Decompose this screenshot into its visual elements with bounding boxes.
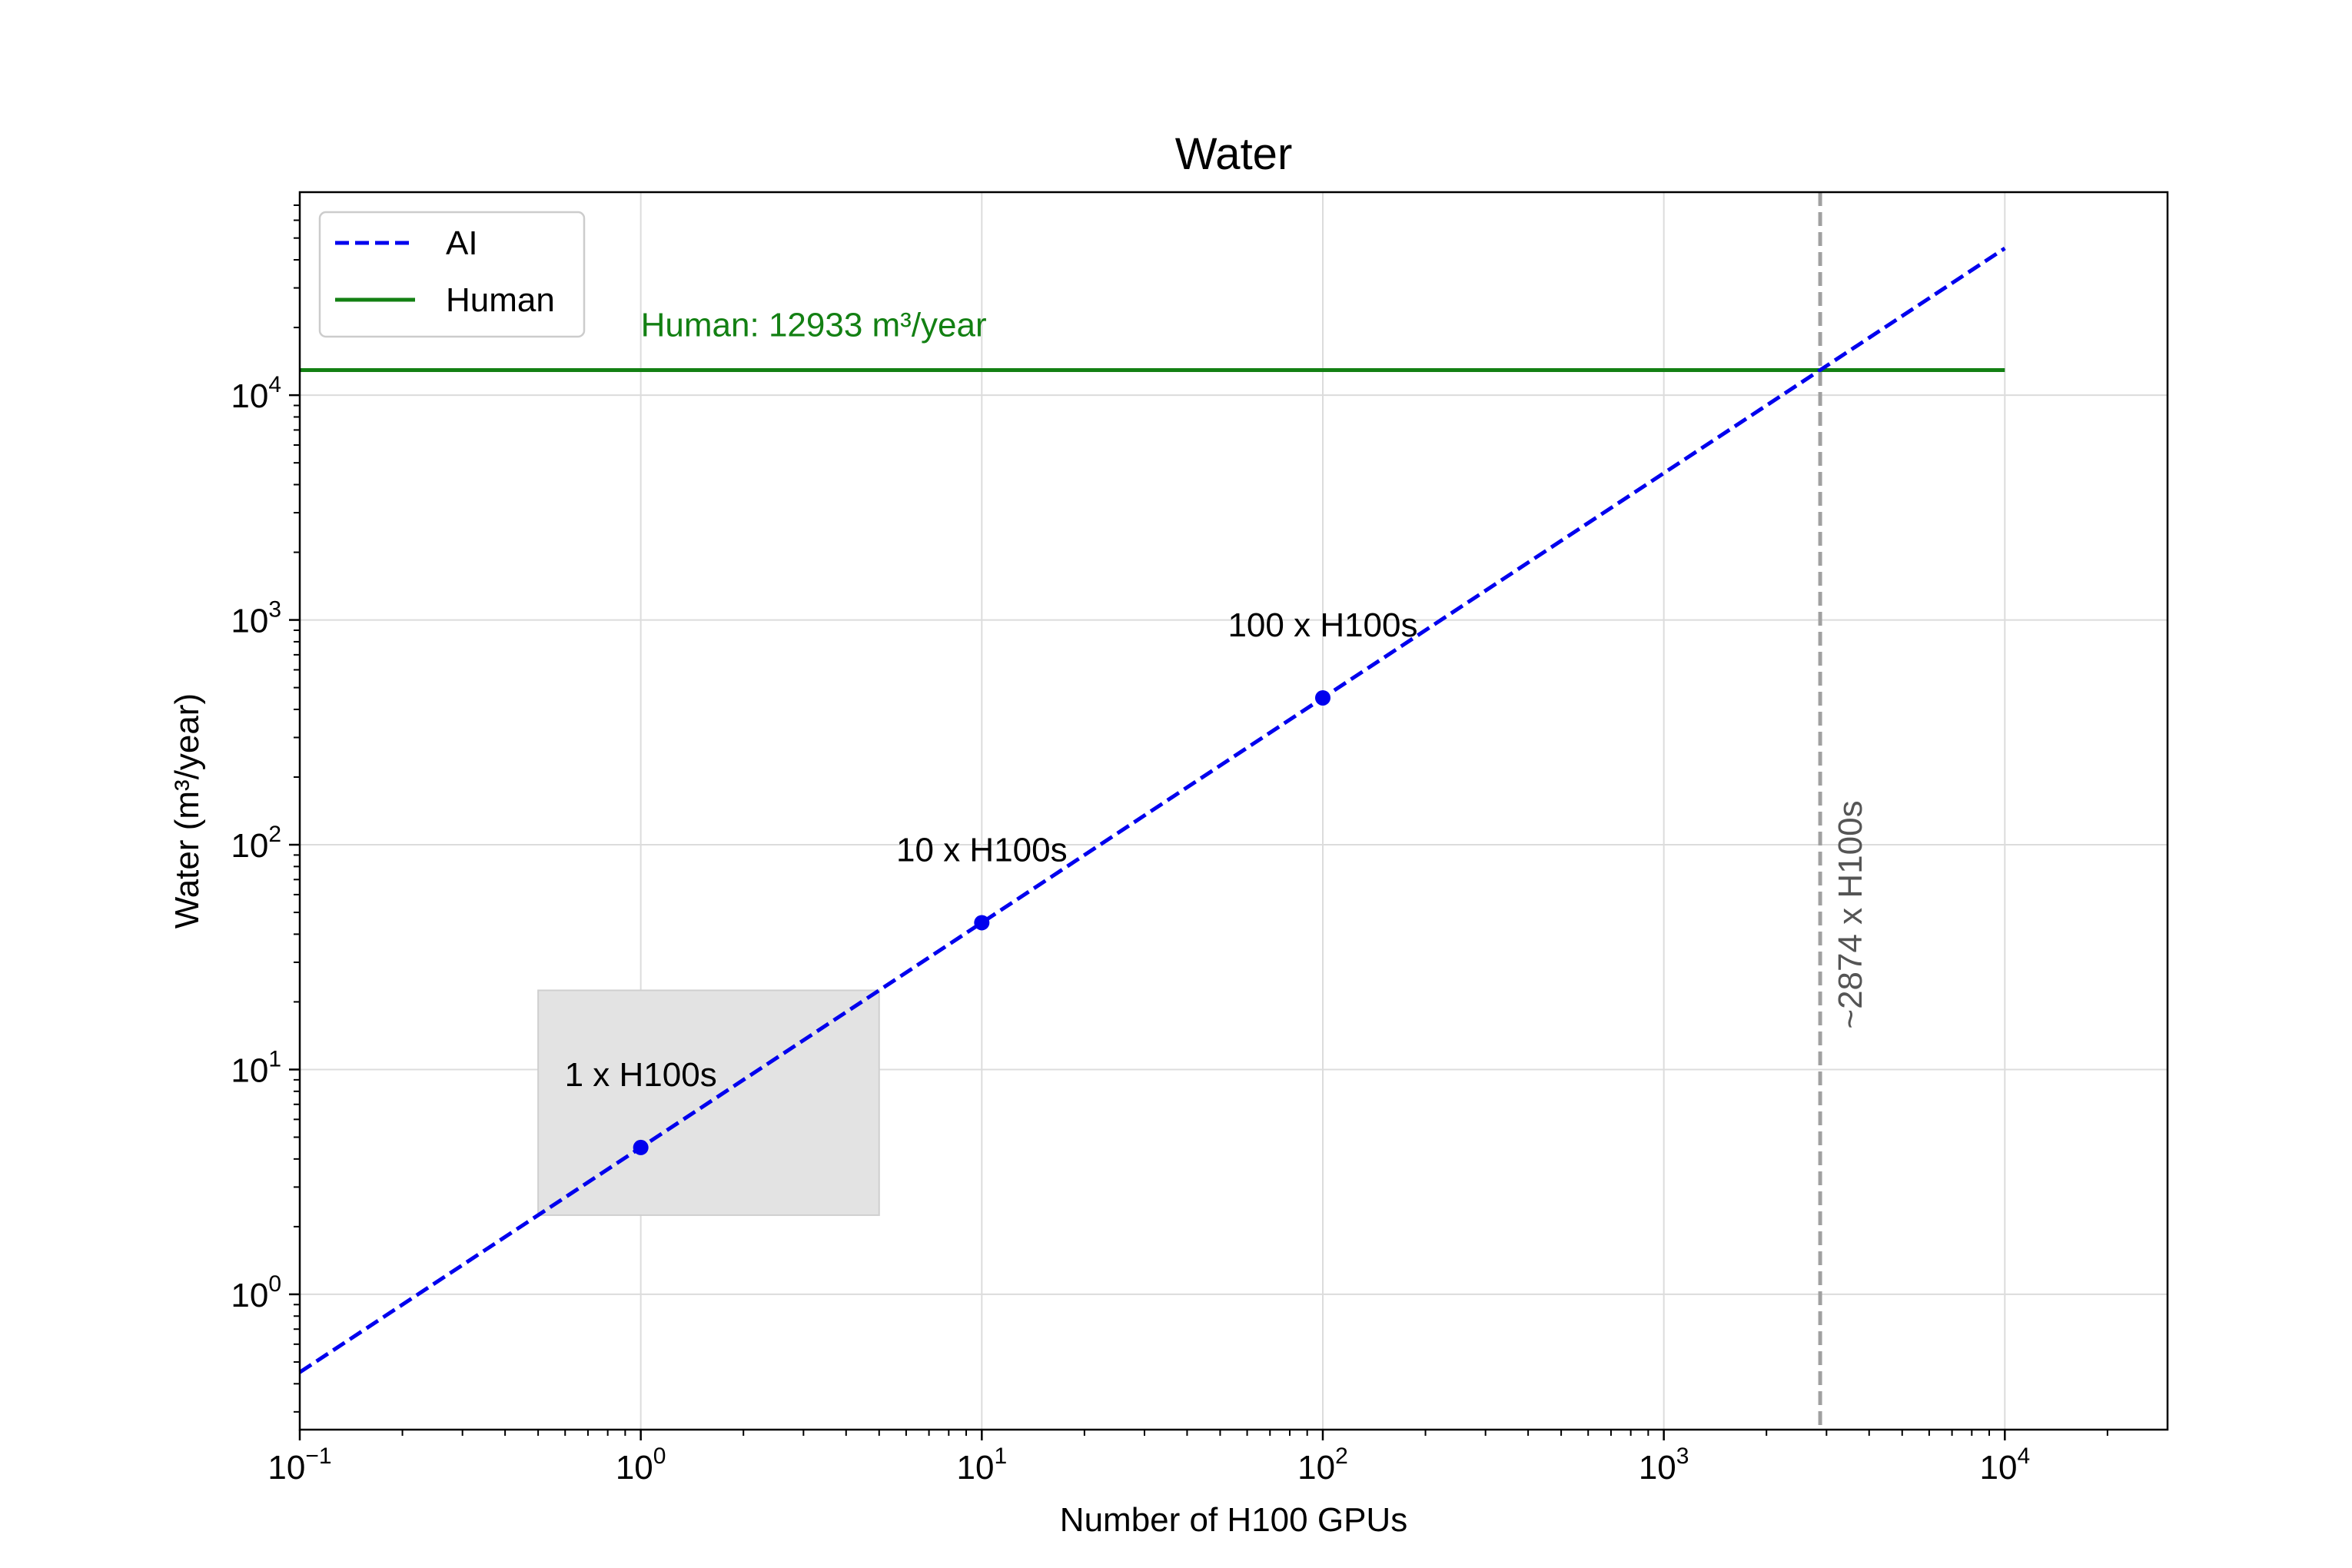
minor-ticks — [294, 204, 2108, 1436]
x-axis-label: Number of H100 GPUs — [1060, 1501, 1407, 1539]
x-tick-label: 102 — [1297, 1443, 1348, 1487]
y-tick-label: 103 — [231, 597, 281, 640]
x-tick-label: 103 — [1639, 1443, 1689, 1487]
y-tick-labels: 100 101 102 103 104 — [231, 372, 281, 1314]
plot-frame — [298, 191, 2169, 1431]
data-point — [974, 915, 990, 931]
data-point — [1314, 689, 1330, 706]
x-tick-label: 100 — [616, 1443, 666, 1487]
point-labels: 1 x H100s 10 x H100s 100 x H100s — [565, 606, 1418, 1094]
legend-ai-label: AI — [446, 224, 478, 262]
major-ticks — [289, 394, 2006, 1440]
point-label: 1 x H100s — [565, 1056, 717, 1094]
y-tick-label: 102 — [231, 822, 281, 865]
y-tick-label: 100 — [231, 1271, 281, 1314]
y-tick-label: 104 — [231, 372, 281, 415]
legend: AI Human — [318, 211, 586, 338]
chart-title: Water — [1175, 129, 1293, 179]
x-tick-label: 10−1 — [267, 1443, 331, 1487]
legend-human-label: Human — [446, 281, 555, 319]
data-points — [633, 689, 1330, 1155]
y-axis-label: Water (m³/year) — [168, 693, 206, 929]
grid — [299, 192, 2168, 1430]
y-tick-label: 101 — [231, 1046, 281, 1089]
x-tick-label: 104 — [1979, 1443, 2030, 1487]
data-point — [633, 1139, 649, 1155]
x-tick-label: 101 — [957, 1443, 1008, 1487]
ai-series-line — [298, 246, 2006, 1374]
crossover-annotation: ~2874 x H100s — [1832, 800, 1869, 1028]
point-label: 10 x H100s — [896, 831, 1068, 869]
x-tick-labels: 10−1 100 101 102 103 104 — [267, 1443, 2030, 1487]
point-label: 100 x H100s — [1227, 606, 1417, 644]
human-annotation: Human: 12933 m³/year — [641, 306, 987, 344]
